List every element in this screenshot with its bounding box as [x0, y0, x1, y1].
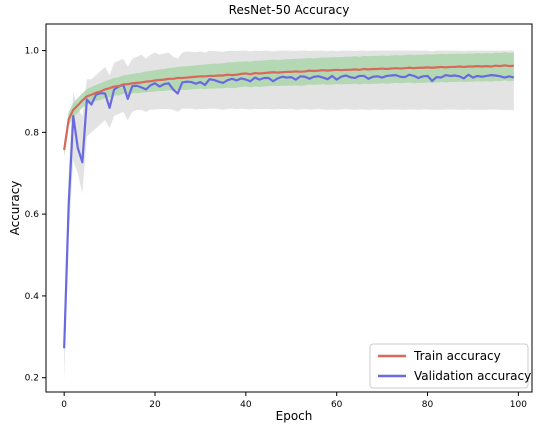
y-axis-label: Accuracy	[8, 181, 22, 236]
x-axis-label: Epoch	[276, 409, 313, 423]
validation-accuracy-line	[63, 73, 515, 349]
y-tick-label: 0.4	[25, 292, 40, 302]
plot-frame	[45, 23, 533, 393]
legend-label-train: Train accuracy	[413, 349, 501, 363]
y-tick-label: 1.0	[25, 47, 40, 57]
x-tick-label: 80	[422, 400, 434, 410]
validation-accuracy-band	[64, 50, 514, 382]
legend-label-validation: Validation accuracy	[414, 369, 531, 383]
x-tick-label: 20	[149, 400, 161, 410]
y-tick-label: 0.6	[25, 210, 40, 220]
chart-title: ResNet-50 Accuracy	[229, 3, 350, 17]
legend: Train accuracy Validation accuracy	[369, 343, 531, 389]
legend-box	[369, 343, 529, 389]
y-tick-label: 0.2	[25, 374, 39, 384]
x-axis: 0 20 40 60 80 100	[61, 392, 527, 410]
x-tick-label: 0	[61, 400, 67, 410]
x-tick-label: 40	[240, 400, 252, 410]
x-tick-label: 100	[510, 400, 527, 410]
y-axis: 0.2 0.4 0.6 0.8 1.0	[25, 47, 46, 384]
y-tick-label: 0.8	[25, 128, 40, 138]
train-accuracy-line	[63, 64, 514, 151]
x-tick-label: 60	[331, 400, 343, 410]
plot-area	[63, 50, 515, 382]
